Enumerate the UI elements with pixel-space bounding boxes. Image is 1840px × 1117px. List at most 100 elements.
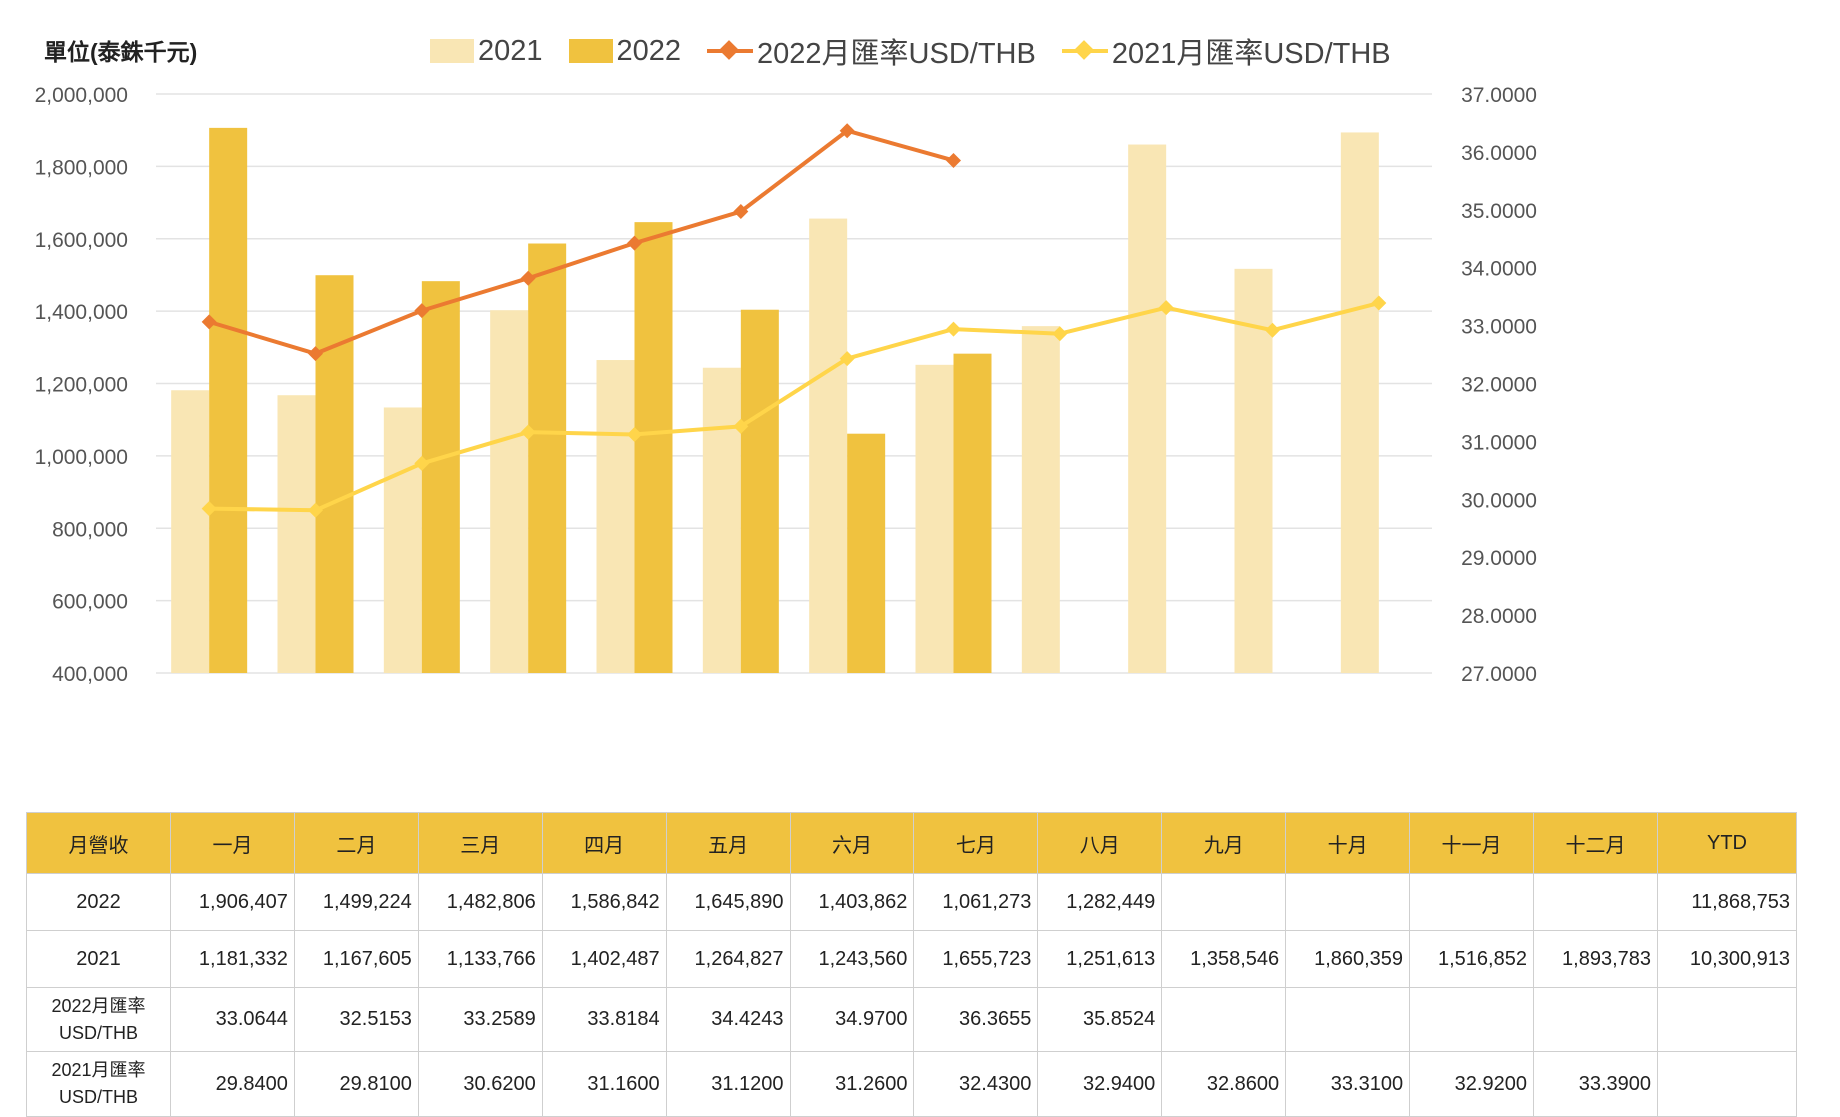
bar-2021 [702, 367, 741, 673]
rate-2022-point [414, 303, 430, 319]
table-cell: 32.9200 [1409, 1051, 1534, 1117]
bar-2021 [383, 407, 422, 673]
table-cell: 1,167,605 [293, 930, 419, 988]
rate-2021-line [209, 301, 1380, 513]
table-cell: 29.8400 [170, 1051, 295, 1117]
y-left-tick-label: 1,800,000 [35, 156, 128, 179]
table-cell: 1,358,546 [1161, 930, 1287, 988]
rate-2022-point [308, 346, 323, 362]
table-cell: 35.8524 [1037, 987, 1163, 1052]
table-row: 2021 1,181,332 1,167,605 1,133,766 1,402,487… [26, 930, 1797, 988]
table-cell: 1,499,224 [293, 873, 419, 931]
table-cell: 31.2600 [789, 1051, 915, 1117]
table-cell: 1,133,766 [417, 930, 543, 988]
table-header-cell: 十二月 [1532, 812, 1659, 874]
legend-label-2022: 2022 [616, 34, 682, 67]
rate-2021-point [946, 321, 961, 337]
table-header-cell: 一月 [170, 812, 295, 874]
table-cell: 1,893,783 [1532, 930, 1659, 988]
y-right-tick-label: 33.0000 [1461, 316, 1537, 339]
legend-label-2021: 2021 [478, 34, 543, 67]
table-cell-ytd [1657, 1051, 1797, 1117]
table-cell: 33.8184 [541, 987, 667, 1052]
table-cell-ytd [1657, 987, 1797, 1052]
table-cell: 1,482,806 [417, 873, 543, 931]
table-header-cell: 月營收 [26, 812, 171, 874]
rate-2021-point [1158, 300, 1174, 316]
rate-2021-point [839, 351, 855, 367]
table-cell: 1,586,842 [541, 873, 667, 931]
table-cell: 1,645,890 [665, 873, 791, 931]
rate-2021-point [1052, 326, 1068, 342]
table-cell: 1,516,852 [1409, 930, 1534, 988]
table-row-label: 2021月匯率 USD/THB [26, 1051, 171, 1117]
rate-2021-point [1371, 295, 1387, 311]
bar-2021 [1340, 132, 1379, 674]
table-cell: 30.6200 [417, 1051, 543, 1117]
bar-2021 [596, 360, 635, 673]
table-cell: 32.8600 [1161, 1051, 1287, 1117]
table-header-cell: 四月 [541, 812, 667, 874]
table-row-label: 2021 [26, 930, 171, 988]
table-cell: 1,264,827 [665, 930, 791, 988]
y-left-tick-label: 1,000,000 [35, 446, 128, 469]
data-table: 月營收 一月 二月 三月 四月 五月 六月 七月 八月 九月 十月 十一月 十二… [26, 812, 1797, 1117]
y-right-tick-label: 30.0000 [1461, 489, 1537, 512]
y-right-tick-label: 28.0000 [1461, 605, 1537, 628]
table-cell: 33.3100 [1285, 1051, 1411, 1117]
y-right-tick-label: 29.0000 [1461, 547, 1537, 570]
table-cell: 32.5153 [293, 987, 419, 1052]
unit-label: 單位(泰銖千元) [44, 39, 198, 65]
rate-2022-point [733, 204, 749, 220]
bar-2021 [1021, 326, 1060, 673]
y-right-tick-label: 34.0000 [1461, 258, 1537, 281]
table-header-cell: 三月 [417, 812, 543, 874]
table-header-cell: 二月 [293, 812, 419, 874]
table-cell [1161, 873, 1287, 931]
legend-label-rate-2022: 2022月匯率USD/THB [757, 38, 1036, 70]
bar-2021 [809, 218, 848, 673]
bar-2021 [490, 310, 529, 673]
bar-2022 [847, 433, 886, 673]
table-cell-ytd: 11,868,753 [1657, 873, 1797, 931]
rate-2021-point [520, 424, 536, 440]
rate-2022-line [208, 128, 955, 356]
y-right-tick-label: 37.0000 [1461, 84, 1537, 107]
table-cell: 1,655,723 [913, 930, 1039, 988]
table-row: 2022月匯率 USD/THB 33.0644 32.5153 33.2589 33.81… [26, 987, 1797, 1052]
bar-2021 [1234, 268, 1273, 673]
table-cell: 1,061,273 [913, 873, 1039, 931]
bar-2022 [953, 353, 992, 673]
table-cell: 1,906,407 [170, 873, 295, 931]
combo-chart: 400,000 600,000 800,000 1,000,000 1,200,000 1… [35, 84, 1537, 686]
table-header-cell: 五月 [665, 812, 791, 874]
bar-2021 [1128, 144, 1167, 673]
table-header-cell: 八月 [1037, 812, 1163, 874]
y-right-tick-label: 31.0000 [1461, 431, 1537, 454]
y-left-tick-label: 600,000 [52, 591, 128, 614]
table-cell [1285, 987, 1411, 1052]
table-cell [1532, 873, 1659, 931]
table-cell: 34.9700 [789, 987, 915, 1052]
table-cell: 33.3900 [1532, 1051, 1659, 1117]
table-cell: 1,181,332 [170, 930, 295, 988]
table-row-label: 2022 [26, 873, 171, 931]
bar-2021 [171, 390, 210, 673]
rate-2022-point [201, 314, 217, 330]
table-cell [1285, 873, 1411, 931]
legend-swatch-2021 [430, 39, 474, 63]
table-cell: 1,860,359 [1285, 930, 1411, 988]
bar-2022 [421, 281, 460, 673]
table-cell: 31.1600 [541, 1051, 667, 1117]
table-cell: 32.4300 [913, 1051, 1039, 1117]
rate-2022-point [627, 235, 642, 251]
table-row: 2021月匯率 USD/THB 29.8400 29.8100 30.6200 31.16… [26, 1051, 1797, 1117]
table-cell-ytd: 10,300,913 [1657, 930, 1797, 988]
table-cell: 32.9400 [1037, 1051, 1163, 1117]
rate-2022-point [520, 270, 536, 286]
rate-2022-point [946, 152, 961, 168]
table-header-cell: YTD [1657, 812, 1797, 874]
y-left-tick-label: 800,000 [52, 518, 128, 541]
y-left-tick-label: 1,200,000 [35, 374, 128, 397]
table-header-cell: 十一月 [1409, 812, 1534, 874]
